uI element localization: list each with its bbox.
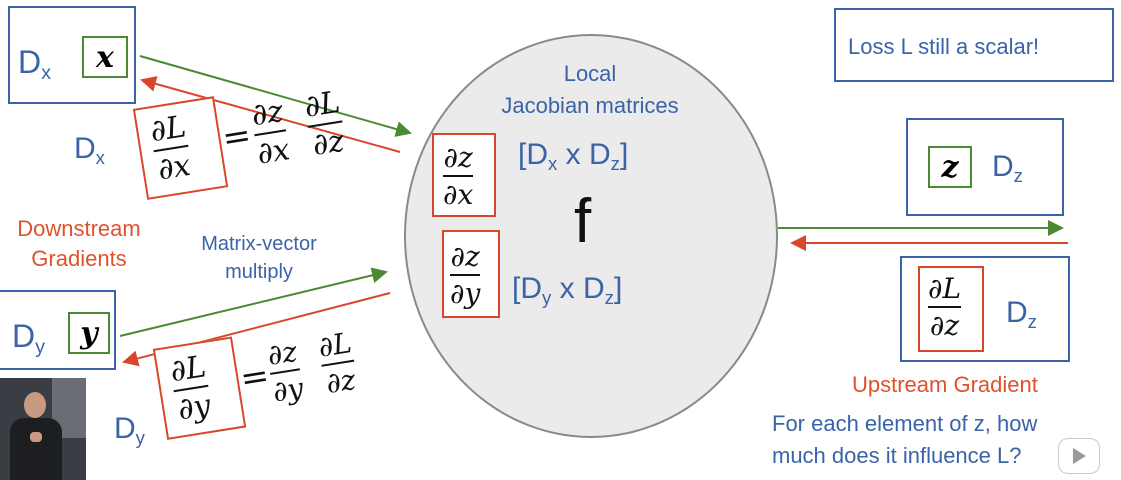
forward-arrow-x xyxy=(139,55,412,137)
input-x-box: Dx x xyxy=(8,6,136,104)
grad-x-jacobian-term: ∂z ∂x xyxy=(249,93,293,172)
jacobian-x-box: ∂z ∂x xyxy=(432,133,496,217)
grad-x-lhs-box: ∂L ∂x xyxy=(132,96,229,200)
grad-x-dim-label: Dx xyxy=(74,132,105,168)
backward-arrow-x xyxy=(140,76,401,153)
grad-y-dim-label: Dy xyxy=(114,412,145,448)
input-x-var: x xyxy=(82,36,128,78)
grad-x-equals: = xyxy=(219,115,254,160)
input-x-dim: Dx xyxy=(18,44,52,85)
upstream-question: For each element of z, how much does it … xyxy=(772,411,1038,468)
grad-x-upstream-term: ∂L ∂z xyxy=(301,84,347,164)
grad-y-upstream-term: ∂L ∂z xyxy=(316,326,358,401)
downstream-gradients-label: Downstream Gradients xyxy=(17,216,141,271)
output-z-box: z Dz xyxy=(906,118,1064,216)
input-y-var: y xyxy=(68,312,110,354)
upstream-gradient-label: Upstream Gradient xyxy=(852,372,1038,397)
jacobian-y-box: ∂z ∂y xyxy=(442,230,500,318)
upstream-gradient-dim: Dz xyxy=(1006,296,1037,332)
output-z-var: z xyxy=(928,146,972,188)
grad-y-equals: = xyxy=(237,355,272,400)
grad-y-jacobian-term: ∂z ∂y xyxy=(265,334,306,409)
jacobian-y-dims: [Dy x Dz] xyxy=(512,272,623,308)
play-icon xyxy=(1073,448,1086,464)
input-y-box: Dy y xyxy=(0,290,116,370)
matrix-vector-label: Matrix-vector multiply xyxy=(201,233,317,283)
play-button[interactable] xyxy=(1058,438,1100,474)
upstream-gradient-box: ∂L ∂z Dz xyxy=(900,256,1070,362)
loss-note-text: Loss L still a scalar! xyxy=(848,34,1040,59)
output-z-dim: Dz xyxy=(992,150,1023,186)
forward-arrow-y xyxy=(119,267,388,337)
presenter-video-thumbnail xyxy=(0,378,86,480)
grad-y-lhs-box: ∂L ∂y xyxy=(152,336,247,440)
upstream-gradient-frac-box: ∂L ∂z xyxy=(918,266,984,352)
loss-note-box: Loss L still a scalar! xyxy=(834,8,1114,82)
jacobian-x-dims: [Dx x Dz] xyxy=(518,138,629,174)
jacobian-title: Local Jacobian matrices xyxy=(501,61,679,118)
input-y-dim: Dy xyxy=(12,318,46,359)
function-label: f xyxy=(574,187,592,256)
